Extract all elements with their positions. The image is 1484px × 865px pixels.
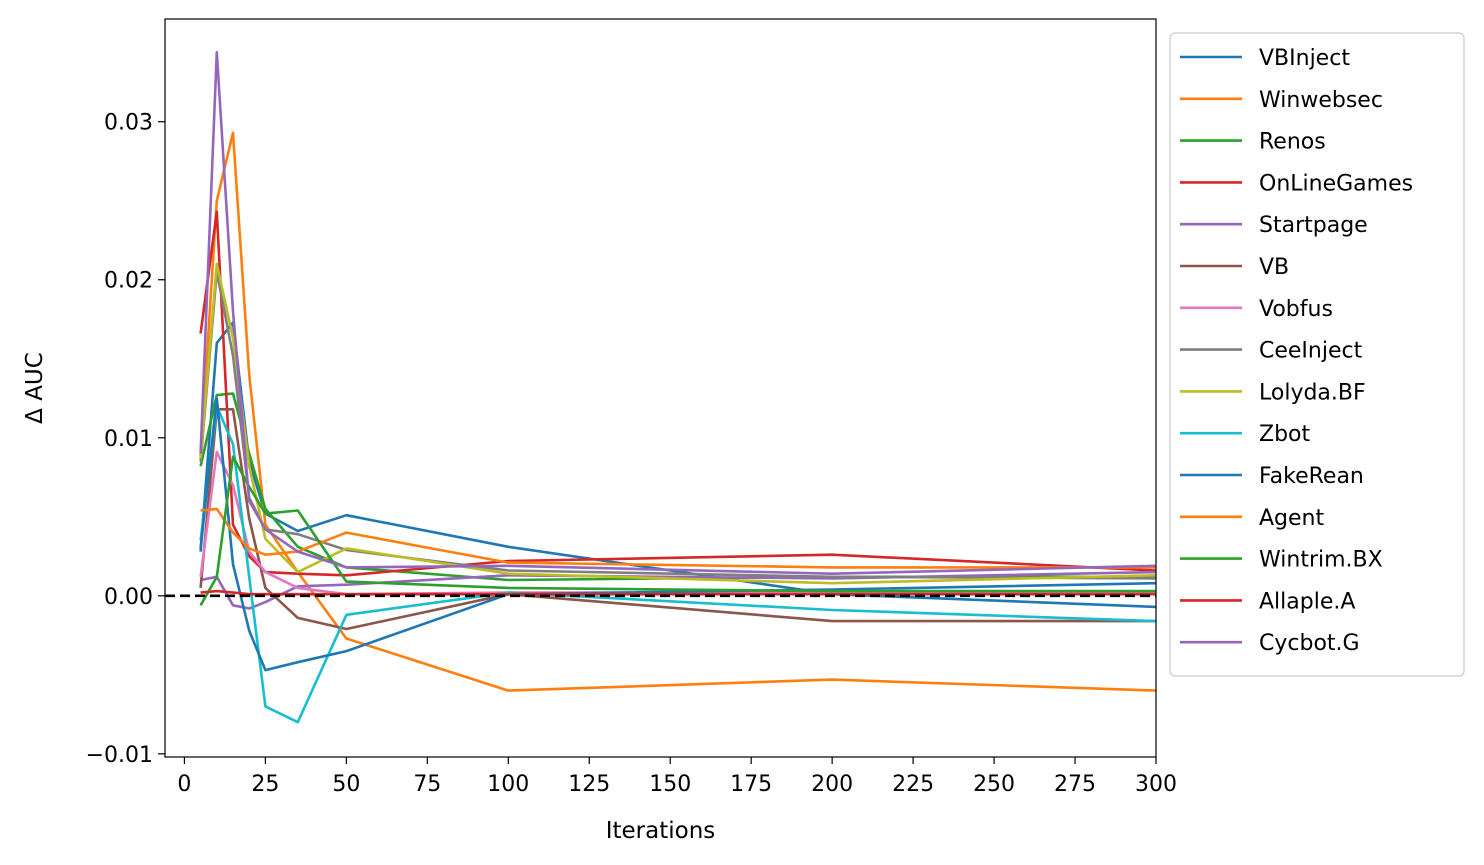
series-line-8	[199, 270, 1156, 580]
legend-label: Zbot	[1259, 422, 1310, 447]
x-tick-label: 200	[811, 772, 853, 797]
series-line-14	[200, 589, 1156, 596]
x-tick-label: 0	[177, 772, 191, 797]
y-axis: −0.01 0.00 0.01 0.02 0.03	[86, 111, 165, 768]
legend-label: CeeInject	[1259, 339, 1363, 364]
x-tick-label: 225	[892, 772, 934, 797]
series-line-3	[199, 392, 1156, 582]
x-tick-label: 300	[1135, 772, 1177, 797]
plot-area-frame	[164, 18, 1157, 758]
x-tick-label: 50	[332, 772, 360, 797]
y-tick-label: 0.02	[104, 269, 153, 294]
legend-label: Startpage	[1259, 213, 1368, 238]
legend-label: VB	[1259, 255, 1289, 280]
x-axis-label: Iterations	[606, 818, 716, 844]
series-line-11	[199, 396, 1156, 672]
x-tick-label: 175	[730, 772, 772, 797]
legend-label: Cycbot.G	[1259, 631, 1360, 656]
series-line-13	[199, 455, 1156, 606]
y-axis-label: Δ AUC	[22, 352, 48, 424]
y-tick-label: −0.01	[86, 743, 153, 768]
legend-label: Agent	[1259, 506, 1324, 531]
plot-lines	[199, 50, 1156, 724]
legend-label: Renos	[1259, 130, 1326, 155]
x-tick-label: 150	[649, 772, 691, 797]
x-tick-label: 250	[973, 772, 1015, 797]
legend-label: Vobfus	[1259, 297, 1333, 322]
y-tick-label: 0.00	[104, 585, 153, 610]
y-tick-label: 0.03	[104, 111, 153, 136]
legend: VBInject Winwebsec Renos OnLineGames Startpa…	[1169, 32, 1465, 677]
x-tick-label: 100	[487, 772, 529, 797]
series-line-2	[199, 131, 1156, 692]
x-tick-label: 25	[251, 772, 279, 797]
x-tick-label: 75	[413, 772, 441, 797]
legend-box	[1169, 32, 1465, 677]
legend-label: VBInject	[1259, 46, 1350, 71]
legend-label: Wintrim.BX	[1259, 548, 1383, 573]
series-line-15	[199, 50, 1156, 576]
series-line-4	[199, 210, 1156, 577]
legend-label: OnLineGames	[1259, 171, 1413, 196]
x-axis: 0 25 50 75 100 125 150 175 200 225 250 275 300	[177, 757, 1177, 797]
legend-label: Lolyda.BF	[1259, 380, 1366, 405]
series-line-9	[199, 262, 1156, 585]
x-tick-label: 125	[568, 772, 610, 797]
series-line-10	[199, 404, 1156, 724]
legend-label: Allaple.A	[1259, 589, 1355, 614]
legend-label: FakeRean	[1259, 464, 1364, 489]
y-tick-label: 0.01	[104, 427, 153, 452]
x-tick-label: 275	[1054, 772, 1096, 797]
legend-label: Winwebsec	[1259, 88, 1383, 113]
series-line-6	[199, 407, 1156, 631]
